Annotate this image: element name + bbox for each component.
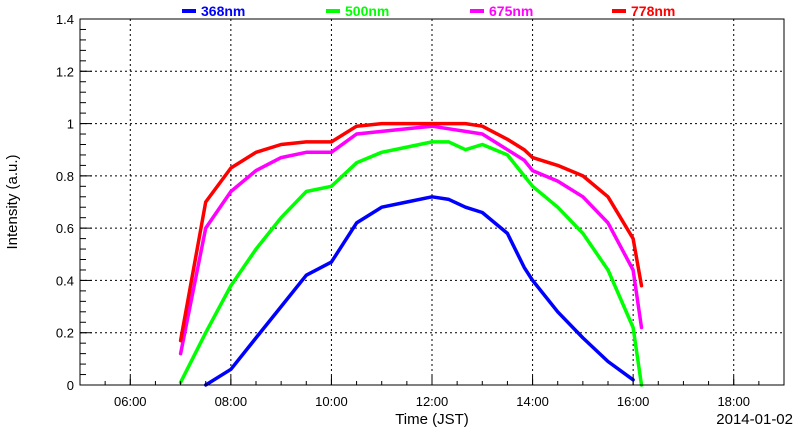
y-axis-title: Intensity (a.u.) — [4, 154, 21, 249]
y-tick-label: 1.2 — [56, 64, 74, 79]
series-line-368nm — [203, 195, 635, 387]
legend-label: 675nm — [489, 3, 533, 19]
legend-label: 500nm — [345, 3, 389, 19]
y-tick-label: 0.2 — [56, 326, 74, 341]
x-tick-label: 10:00 — [315, 394, 348, 409]
legend: 368nm 500nm 675nm 778nm — [182, 3, 675, 19]
series-line-500nm — [178, 140, 644, 387]
grid — [80, 19, 784, 385]
legend-label: 368nm — [201, 3, 245, 19]
x-tick-label: 12:00 — [416, 394, 449, 409]
y-tick-label: 0.8 — [56, 169, 74, 184]
x-tick-label: 18:00 — [717, 394, 750, 409]
x-tick-label: 06:00 — [114, 394, 147, 409]
x-tick-label: 16:00 — [617, 394, 650, 409]
series-line-675nm — [178, 124, 644, 356]
x-tick-label: 14:00 — [516, 394, 549, 409]
y-tick-label: 0 — [67, 378, 74, 393]
legend-label: 778nm — [631, 3, 675, 19]
y-tick-label: 1 — [67, 117, 74, 132]
series-layer — [178, 121, 644, 387]
y-tick-label: 1.4 — [56, 12, 74, 27]
series-line-778nm — [178, 121, 644, 343]
x-axis-title: Time (JST) — [395, 411, 469, 428]
date-label: 2014-01-02 — [716, 411, 793, 428]
axis-ticks: 06:00 08:00 10:00 12:00 14:00 16:00 18:00 0 0.2 0… — [56, 12, 785, 409]
x-tick-label: 08:00 — [215, 394, 248, 409]
y-tick-label: 0.6 — [56, 221, 74, 236]
y-tick-label: 0.4 — [56, 273, 74, 288]
